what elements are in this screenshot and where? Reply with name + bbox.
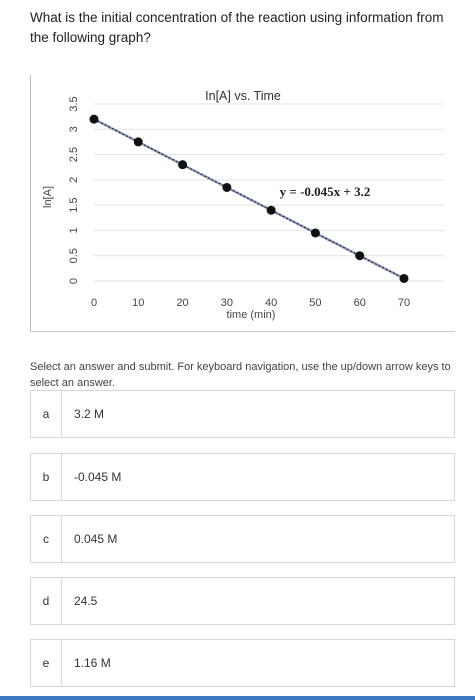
option-d-letter: d — [31, 578, 62, 624]
option-c-letter: c — [31, 516, 62, 562]
chart-title: In[A] vs. Time — [205, 89, 281, 103]
x-tick-label: 40 — [265, 297, 277, 309]
option-b[interactable]: b -0.045 M — [30, 453, 455, 501]
graph-divider — [30, 331, 455, 332]
option-b-letter: b — [31, 454, 62, 500]
option-d-text: 24.5 — [74, 594, 98, 608]
data-point — [133, 137, 143, 147]
y-tick-label: 2.5 — [68, 147, 80, 162]
series-line — [93, 118, 405, 280]
bottom-accent-bar — [0, 696, 475, 700]
data-point — [222, 182, 232, 192]
option-e[interactable]: e 1.16 M — [30, 639, 455, 687]
x-tick-label: 0 — [91, 297, 97, 309]
option-d[interactable]: d 24.5 — [30, 577, 455, 625]
y-tick-label: 1.5 — [68, 197, 80, 212]
y-tick-label: 3 — [68, 126, 80, 132]
regression-equation: y = -0.045x + 3.2 — [280, 184, 371, 199]
option-a-text: 3.2 M — [74, 407, 105, 421]
option-e-letter: e — [31, 640, 62, 686]
x-tick-label: 50 — [309, 297, 321, 309]
option-a[interactable]: a 3.2 M — [30, 390, 455, 438]
y-tick-label: 1 — [68, 227, 80, 233]
y-tick-label: 2 — [68, 177, 80, 183]
data-point — [310, 228, 320, 238]
graph-frame — [30, 75, 456, 331]
y-tick-label: 0.5 — [68, 248, 80, 263]
y-tick-label: 0 — [68, 278, 80, 284]
x-tick-label: 10 — [132, 297, 144, 309]
option-c-text: 0.045 M — [74, 532, 118, 546]
option-b-text: -0.045 M — [74, 470, 122, 484]
y-tick-label: 3.5 — [68, 96, 80, 111]
data-point — [399, 273, 409, 283]
data-point — [178, 160, 188, 170]
data-point — [89, 114, 99, 124]
data-point — [355, 251, 365, 261]
x-axis-label: time (min) — [227, 309, 276, 321]
option-e-text: 1.16 M — [74, 656, 111, 670]
x-tick-label: 20 — [176, 297, 188, 309]
x-tick-label: 70 — [398, 297, 410, 309]
data-point — [266, 205, 276, 215]
x-tick-label: 30 — [221, 297, 233, 309]
option-c[interactable]: c 0.045 M — [30, 515, 455, 563]
instructions-text: Select an answer and submit. For keyboar… — [30, 361, 451, 389]
x-tick-label: 60 — [354, 297, 366, 309]
chart: In[A] vs. Time ln[A] time (min) y = -0.0… — [42, 89, 444, 321]
y-axis-label: ln[A] — [42, 186, 54, 208]
question-text: What is the initial concentration of the… — [30, 10, 444, 45]
option-a-letter: a — [31, 391, 62, 437]
